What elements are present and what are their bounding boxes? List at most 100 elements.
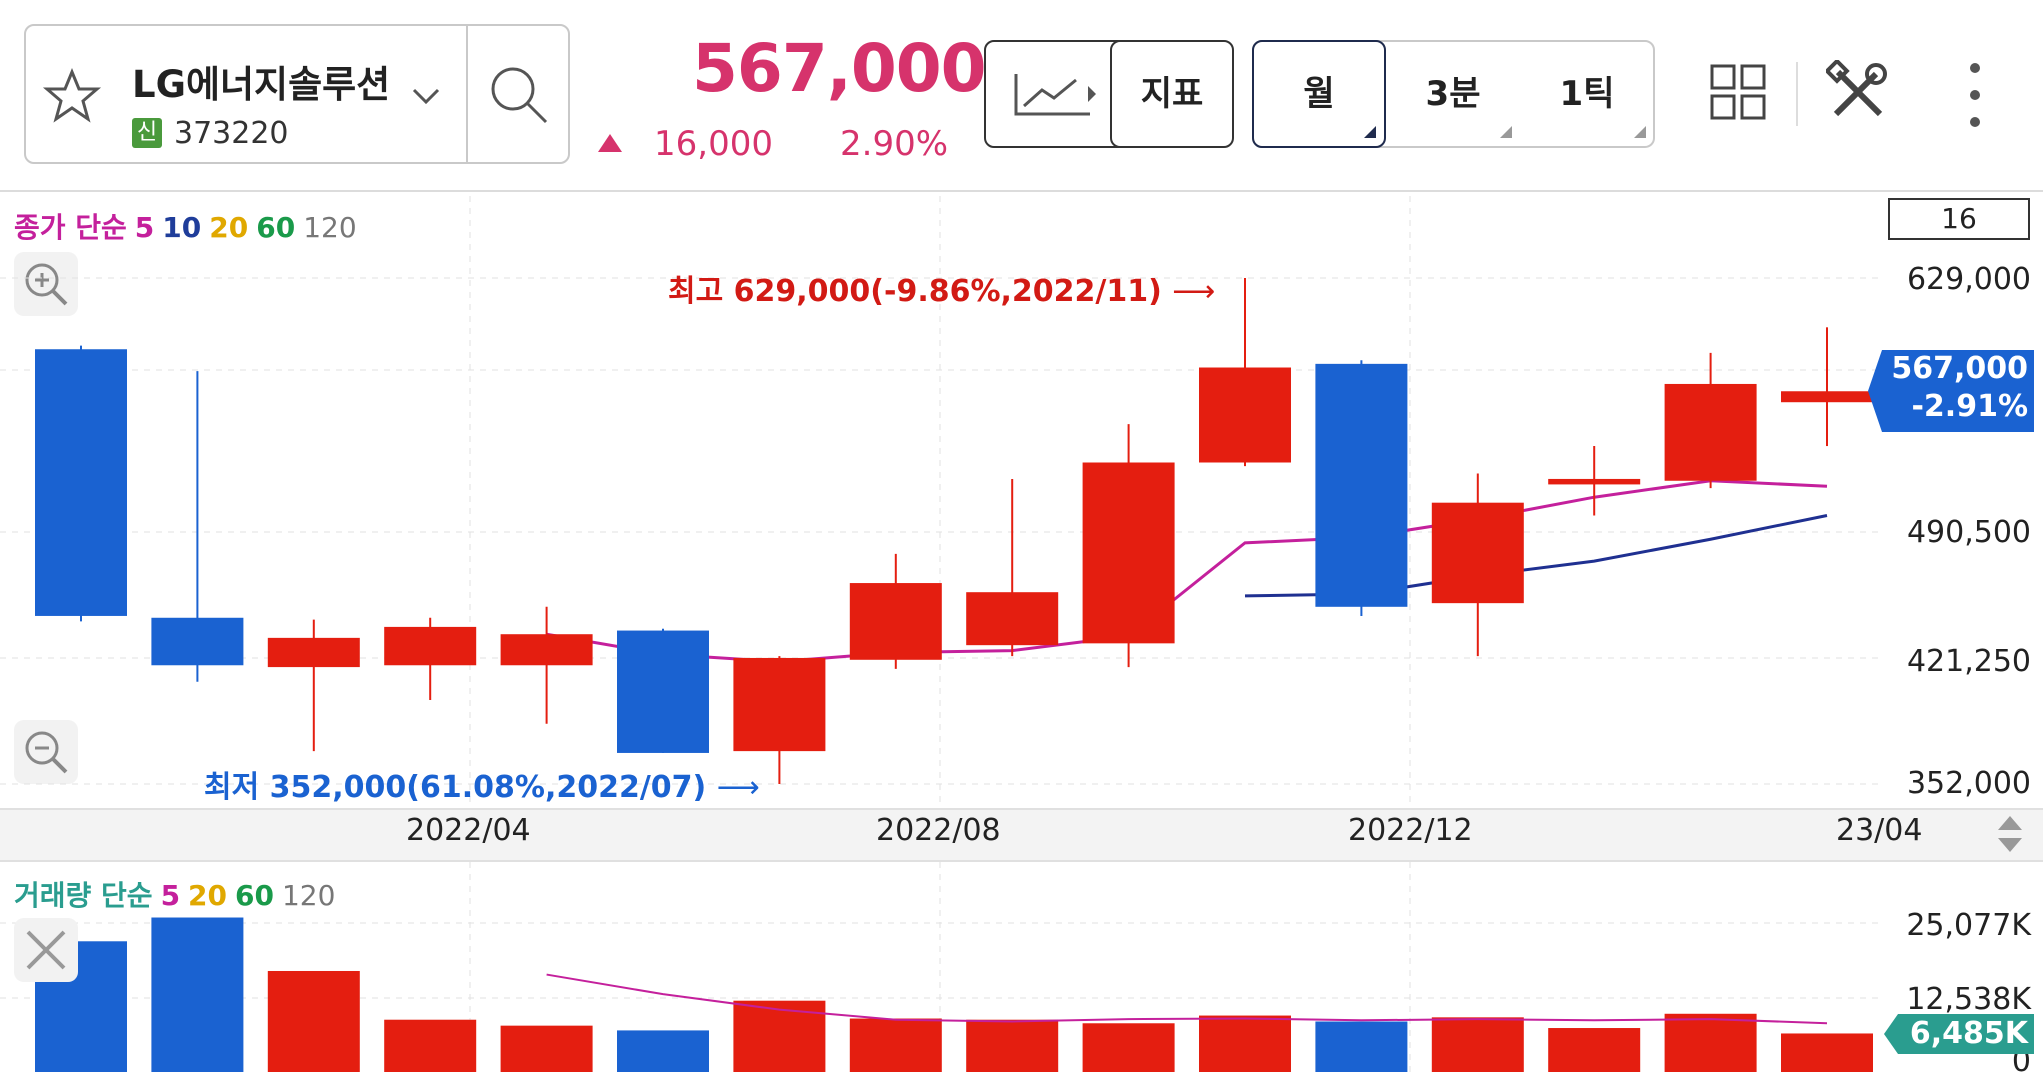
candle bbox=[1781, 327, 1873, 447]
tab-1tick-label: 1틱 bbox=[1559, 74, 1615, 114]
zoom-in-icon bbox=[25, 263, 68, 306]
more-menu-icon[interactable] bbox=[1960, 60, 1990, 130]
candle-body bbox=[1199, 367, 1291, 463]
ma5-line bbox=[546, 479, 1828, 664]
axis-scroll-arrows-icon[interactable] bbox=[1990, 812, 2030, 856]
candle bbox=[849, 553, 942, 669]
candle bbox=[267, 619, 360, 752]
current-volume-value: 6,485K bbox=[1909, 1016, 2028, 1051]
tab-3min[interactable]: 3분 bbox=[1386, 42, 1520, 146]
volume-bar bbox=[500, 1025, 593, 1072]
stock-name: LG에너지솔루션 bbox=[132, 63, 391, 106]
volume-bar bbox=[267, 970, 360, 1072]
candle bbox=[384, 617, 477, 700]
tab-month[interactable]: 월 bbox=[1252, 40, 1386, 148]
tab-month-label: 월 bbox=[1303, 74, 1335, 114]
candle-body bbox=[617, 630, 709, 753]
candle-body bbox=[35, 349, 127, 616]
volume-ma-legend[interactable]: 거래량 단순 5 20 60 120 bbox=[14, 874, 343, 914]
volume-bar bbox=[1431, 1017, 1524, 1072]
price-ma-legend[interactable]: 종가 단순 5 10 20 60 120 bbox=[14, 206, 365, 246]
volume-bar bbox=[1315, 1021, 1408, 1072]
tools-settings-icon[interactable] bbox=[1824, 58, 1890, 124]
price-change-percent: 2.90% bbox=[840, 124, 949, 164]
volume-bar bbox=[1664, 1013, 1757, 1072]
candle-count: 16 bbox=[1941, 202, 1977, 235]
candle bbox=[1082, 424, 1175, 668]
candle-count-box[interactable]: 16 bbox=[1888, 198, 2030, 240]
favorite-star-icon[interactable] bbox=[42, 66, 102, 126]
stock-code: 373220 bbox=[174, 116, 289, 151]
candle-body bbox=[966, 592, 1059, 646]
current-pct-tag-value: -2.91% bbox=[1911, 389, 2028, 424]
x-tick-23-04: 23/04 bbox=[1836, 813, 1923, 848]
volume-chart[interactable] bbox=[0, 858, 2043, 1080]
x-tick-2022-08: 2022/08 bbox=[876, 813, 1001, 848]
candle bbox=[1664, 352, 1757, 489]
candle bbox=[966, 478, 1059, 657]
price-chart[interactable] bbox=[0, 190, 2043, 808]
volume-bar bbox=[1199, 1015, 1291, 1072]
x-tick-2022-12: 2022/12 bbox=[1348, 813, 1473, 848]
vol-ma60-label: 60 bbox=[235, 879, 274, 912]
high-label: 최고 629,000(-9.86%,2022/11) bbox=[668, 274, 1162, 309]
price-change: 16,000 bbox=[654, 124, 773, 164]
candle-body bbox=[267, 637, 360, 668]
current-price-tag: 567,000 -2.91% bbox=[1882, 350, 2034, 432]
zoom-in-button[interactable] bbox=[14, 252, 78, 316]
up-arrow-icon bbox=[598, 134, 622, 152]
candle-body bbox=[384, 626, 477, 666]
vol-ma120-label: 120 bbox=[281, 879, 336, 912]
zoom-out-icon bbox=[25, 731, 68, 774]
y-tick-629000: 629,000 bbox=[1906, 262, 2031, 297]
vol-tick-max: 25,077K bbox=[1906, 908, 2031, 943]
candle-body bbox=[1664, 383, 1757, 481]
x-tick-2022-04: 2022/04 bbox=[406, 813, 531, 848]
price-legend-prefix: 종가 단순 bbox=[14, 211, 127, 244]
chevron-down-icon[interactable] bbox=[410, 84, 442, 108]
volume-bar bbox=[617, 1030, 709, 1072]
period-selector: 월 3분 1틱 bbox=[1252, 40, 1655, 148]
y-tick-490500: 490,500 bbox=[1906, 515, 2031, 550]
volume-bar bbox=[966, 1019, 1059, 1072]
layout-grid-icon[interactable] bbox=[1708, 62, 1768, 122]
volume-legend-prefix: 거래량 단순 bbox=[14, 879, 153, 912]
ma60-label: 60 bbox=[256, 211, 296, 244]
candle-body bbox=[1315, 363, 1408, 607]
volume-bar bbox=[849, 1018, 942, 1072]
candle bbox=[617, 628, 709, 753]
tab-1tick[interactable]: 1틱 bbox=[1520, 42, 1654, 146]
candle bbox=[1548, 446, 1641, 516]
candle bbox=[35, 345, 127, 622]
volume-bar bbox=[1548, 1028, 1641, 1072]
candle bbox=[733, 656, 826, 784]
search-icon[interactable] bbox=[486, 62, 552, 128]
low-label: 최저 352,000(61.08%,2022/07) bbox=[204, 770, 707, 805]
y-tick-352000: 352,000 bbox=[1906, 766, 2031, 801]
candle-body bbox=[1431, 502, 1524, 604]
zoom-out-button[interactable] bbox=[14, 720, 78, 784]
ma10-label: 10 bbox=[162, 211, 202, 244]
x-axis[interactable] bbox=[0, 808, 2043, 862]
stock-selector[interactable]: LG에너지솔루션 신 373220 bbox=[24, 24, 570, 164]
high-annotation: 최고 629,000(-9.86%,2022/11) ⟶ bbox=[668, 274, 1216, 309]
indicator-button[interactable]: 지표 bbox=[1110, 40, 1234, 148]
volume-bar bbox=[1781, 1033, 1873, 1072]
candle-body bbox=[500, 634, 593, 666]
close-icon bbox=[26, 930, 66, 970]
close-volume-button[interactable] bbox=[14, 918, 78, 982]
candle bbox=[1431, 473, 1524, 657]
candle bbox=[151, 371, 244, 682]
candle-body bbox=[1082, 462, 1175, 644]
ma5-label: 5 bbox=[134, 211, 155, 244]
vol-ma20-label: 20 bbox=[188, 879, 228, 912]
volume-bar bbox=[151, 917, 244, 1072]
low-annotation: 최저 352,000(61.08%,2022/07) ⟶ bbox=[204, 770, 760, 805]
current-price: 567,000 bbox=[692, 30, 987, 107]
candle bbox=[1315, 360, 1408, 616]
current-price-tag-value: 567,000 bbox=[1891, 351, 2028, 386]
candle-body bbox=[1548, 478, 1641, 485]
volume-bar bbox=[384, 1019, 477, 1072]
chart-type-button[interactable] bbox=[984, 40, 1128, 148]
candle bbox=[500, 606, 593, 724]
